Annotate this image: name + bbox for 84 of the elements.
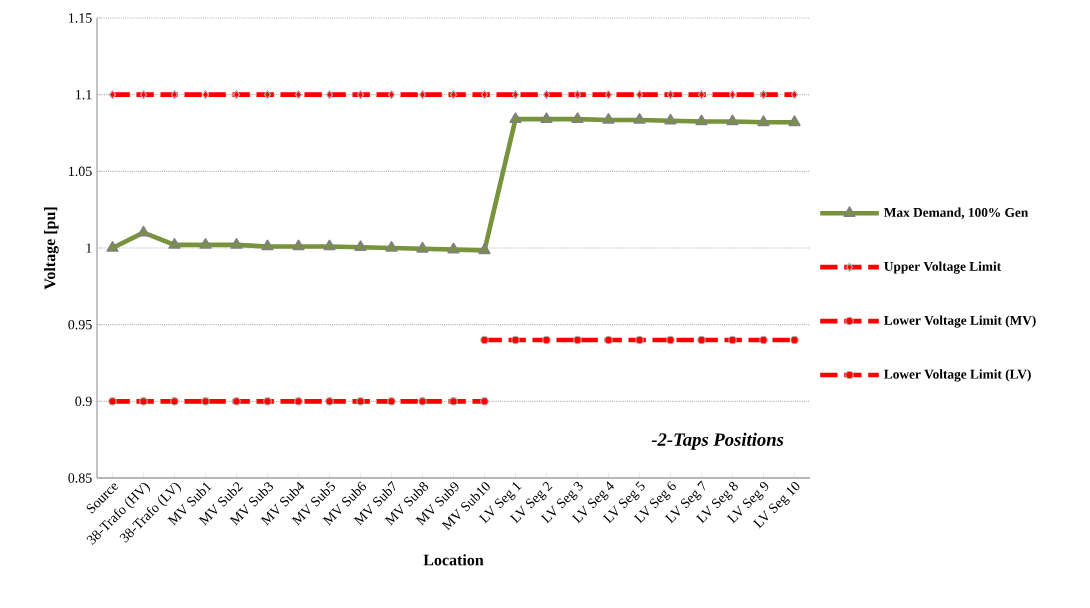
- point: [418, 90, 427, 100]
- point: [230, 238, 243, 249]
- y-tick-label: 1.05: [69, 166, 92, 177]
- point: [697, 335, 706, 345]
- point: [540, 112, 553, 124]
- point: [325, 397, 334, 406]
- point: [728, 90, 737, 100]
- point: [757, 115, 770, 127]
- point: [170, 90, 179, 100]
- y-tick-label: 0.95: [68, 319, 92, 330]
- point: [604, 335, 613, 345]
- annotation: -2-Taps Positions: [651, 432, 784, 450]
- y-tick-label: 1: [86, 243, 92, 253]
- point: [387, 397, 396, 406]
- point: [664, 113, 677, 125]
- point: [511, 90, 520, 100]
- point: [695, 114, 708, 126]
- point: [201, 90, 210, 100]
- point: [790, 90, 799, 100]
- point: [726, 114, 739, 126]
- point: [759, 335, 768, 345]
- point: [573, 335, 582, 345]
- point: [356, 397, 365, 406]
- y-tick-label: 1.1: [76, 89, 92, 100]
- point: [261, 239, 274, 251]
- legend-label: Lower Voltage Limit (MV): [884, 315, 1036, 328]
- point: [480, 90, 489, 100]
- y-axis-title: Voltage [pu]: [44, 207, 59, 290]
- point: [232, 397, 241, 406]
- point: [385, 241, 398, 252]
- point: [542, 90, 551, 100]
- point: [168, 238, 181, 249]
- point: [325, 90, 334, 100]
- point: [604, 90, 613, 100]
- point: [633, 113, 646, 124]
- point: [509, 112, 522, 124]
- legend-label: Max Demand, 100% Gen: [884, 207, 1029, 219]
- point: [139, 90, 148, 100]
- point: [418, 397, 427, 406]
- point: [263, 397, 272, 406]
- point: [232, 90, 241, 100]
- point: [108, 90, 117, 100]
- point: [356, 90, 365, 100]
- point: [139, 397, 148, 406]
- point: [571, 112, 584, 124]
- point: [170, 397, 179, 406]
- y-tick-label: 0.85: [68, 473, 92, 483]
- point: [666, 90, 675, 100]
- point: [137, 225, 150, 237]
- point: [728, 335, 737, 345]
- point: [292, 239, 305, 251]
- point: [323, 239, 336, 251]
- point: [263, 90, 272, 100]
- point: [449, 90, 458, 100]
- point: [199, 238, 212, 249]
- point: [511, 335, 520, 345]
- point: [480, 335, 489, 345]
- point: [635, 335, 644, 345]
- point: [602, 113, 615, 124]
- point: [635, 90, 644, 100]
- point: [573, 90, 582, 100]
- legend-label: Lower Voltage Limit (LV): [884, 369, 1031, 382]
- y-tick-label: 0.9: [75, 396, 92, 407]
- point: [666, 335, 675, 345]
- point: [416, 241, 429, 253]
- point: [106, 241, 119, 252]
- legend-label: Upper Voltage Limit: [884, 261, 1002, 274]
- point: [447, 242, 460, 254]
- point: [697, 90, 706, 100]
- point: [294, 90, 303, 100]
- point: [542, 335, 551, 345]
- point: [788, 115, 801, 127]
- point: [354, 240, 367, 252]
- point: [294, 397, 303, 406]
- point: [759, 90, 768, 100]
- point: [387, 90, 396, 100]
- x-axis-title: Location: [423, 554, 484, 566]
- point: [108, 397, 117, 406]
- point: [790, 335, 799, 345]
- point: [480, 397, 489, 406]
- point: [478, 243, 491, 255]
- y-tick-label: 1.15: [69, 13, 92, 23]
- point: [201, 397, 210, 406]
- point: [449, 397, 458, 406]
